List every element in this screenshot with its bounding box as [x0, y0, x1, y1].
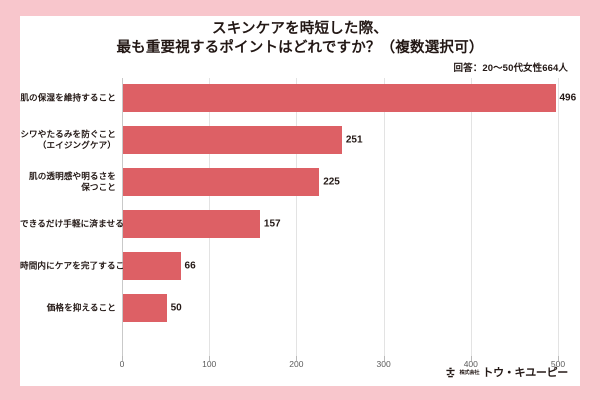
chart-title: スキンケアを時短した際、 最も重要視するポイントはどれですか？（複数選択可）: [20, 20, 580, 58]
bar-value-label: 251: [345, 134, 363, 146]
bar-row[interactable]: 価格を抑えること 50: [20, 294, 580, 322]
chart-subtitle: 回答：20〜50代女性664人: [453, 63, 568, 74]
x-tick-mark-500: [558, 356, 559, 361]
gridline-500: [558, 78, 559, 356]
category-label-line: 保つこと: [81, 182, 116, 192]
x-tick-label-0: 0: [119, 359, 125, 369]
category-label: できるだけ手軽に済ませること: [20, 218, 142, 230]
tokyu-bee-logo-icon: [446, 367, 456, 377]
category-label: シワやたるみを防ぐこと （エイジングケア）: [20, 129, 116, 151]
chart-title-line-2: 最も重要視するポイントはどれですか？（複数選択可）: [116, 40, 484, 56]
x-tick-mark-0: [122, 356, 123, 361]
bar-value-label: 50: [170, 302, 182, 314]
chart-footer: 株式会社 トウ・キユーピー: [20, 364, 580, 382]
logo-brand-name: トウ・キユーピー: [482, 367, 568, 379]
category-label-line: 価格を抑えること: [46, 302, 116, 313]
bar-row[interactable]: シワやたるみを防ぐこと （エイジングケア） 251: [20, 126, 580, 154]
bar-value-label: 157: [263, 218, 281, 230]
chart-header: スキンケアを時短した際、 最も重要視するポイントはどれですか？（複数選択可） 回…: [20, 16, 580, 78]
bar-value-label: 66: [184, 260, 196, 272]
category-label-line: 肌の保湿を維持すること: [20, 92, 116, 103]
logo-corp-prefix: 株式会社: [459, 369, 480, 376]
gridline-400: [470, 78, 472, 356]
bar[interactable]: [123, 252, 181, 280]
bar-row[interactable]: 時間内にケアを完了すること 66: [20, 252, 580, 280]
gridline-200: [296, 78, 298, 356]
bar-row[interactable]: 肌の透明感や明るさを 保つこと 225: [20, 168, 580, 196]
category-label-line: 時間内にケアを完了すること: [20, 260, 134, 271]
bar[interactable]: [123, 84, 556, 112]
chart-card: スキンケアを時短した際、 最も重要視するポイントはどれですか？（複数選択可） 回…: [20, 16, 580, 386]
x-tick-mark-400: [470, 356, 472, 361]
bar[interactable]: [123, 294, 167, 322]
category-label-line: 肌の透明感や明るさを: [29, 171, 116, 181]
category-label: 肌の保湿を維持すること: [20, 93, 116, 104]
x-tick-label-400: 400: [463, 359, 478, 369]
x-tick-label-200: 200: [289, 359, 304, 369]
bar-value-label: 225: [323, 176, 340, 188]
category-label-line: できるだけ手軽に済ませること: [20, 218, 142, 229]
x-tick-mark-100: [209, 356, 211, 361]
category-label: 価格を抑えること: [20, 303, 116, 314]
gridline-300: [383, 78, 385, 356]
chart-title-line-1: スキンケアを時短した際、: [212, 21, 388, 37]
bar-value-label: 496: [559, 92, 577, 104]
bar[interactable]: [123, 210, 260, 238]
bar-row[interactable]: できるだけ手軽に済ませること 157: [20, 210, 580, 238]
x-tick-label-500: 500: [550, 359, 566, 369]
category-label-line: （エイジングケア）: [37, 140, 116, 150]
x-tick-mark-200: [296, 356, 298, 361]
bar[interactable]: [123, 168, 320, 196]
category-label-line: シワやたるみを防ぐこと: [20, 129, 116, 139]
brand-logo: 株式会社 トウ・キユーピー: [445, 364, 568, 380]
category-label: 肌の透明感や明るさを 保つこと: [20, 171, 116, 193]
x-tick-label-100: 100: [202, 359, 217, 369]
bar-row[interactable]: 肌の保湿を維持すること 496: [20, 84, 580, 112]
plot-area: 0 100 200 300 400 500 肌の保湿を維持すること 496 シワやたるみを防ぐ…: [20, 78, 580, 369]
x-tick-label-300: 300: [376, 359, 391, 369]
x-tick-mark-300: [383, 356, 385, 361]
category-label: 時間内にケアを完了すること: [20, 260, 134, 272]
gridline-0: [122, 78, 123, 356]
bar[interactable]: [123, 126, 342, 154]
bar-rows: 肌の保湿を維持すること 496 シワやたるみを防ぐこと （エイジングケア） 251 肌の透…: [20, 78, 580, 348]
